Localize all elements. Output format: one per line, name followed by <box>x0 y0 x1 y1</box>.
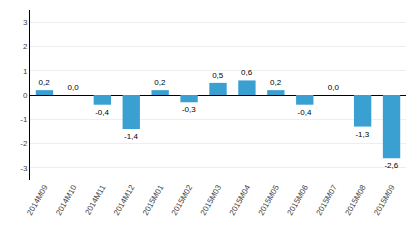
svg-text:2015M07: 2015M07 <box>314 183 339 217</box>
svg-text:-2: -2 <box>20 139 28 148</box>
svg-text:0,2: 0,2 <box>39 78 51 87</box>
svg-text:-0,4: -0,4 <box>95 108 109 117</box>
svg-text:-0,4: -0,4 <box>298 108 312 117</box>
svg-text:-1,3: -1,3 <box>355 130 369 139</box>
svg-text:0,6: 0,6 <box>241 68 253 77</box>
svg-text:0,5: 0,5 <box>212 71 224 80</box>
svg-text:1: 1 <box>23 67 28 76</box>
svg-text:2014M10: 2014M10 <box>54 183 79 217</box>
svg-text:2014M11: 2014M11 <box>83 183 107 216</box>
svg-text:2015M08: 2015M08 <box>343 183 368 217</box>
svg-text:-0,3: -0,3 <box>182 105 196 114</box>
svg-text:2014M09: 2014M09 <box>25 183 50 217</box>
svg-text:0: 0 <box>23 91 28 100</box>
svg-text:-1: -1 <box>20 115 28 124</box>
svg-text:0,0: 0,0 <box>328 83 340 92</box>
svg-text:2015M03: 2015M03 <box>199 183 224 217</box>
svg-text:-1,4: -1,4 <box>124 132 138 141</box>
svg-text:2014M12: 2014M12 <box>112 183 137 217</box>
svg-text:0,2: 0,2 <box>154 78 166 87</box>
svg-text:-2,6: -2,6 <box>384 161 398 170</box>
svg-text:0,0: 0,0 <box>68 83 80 92</box>
svg-text:2015M05: 2015M05 <box>257 183 282 217</box>
svg-text:2015M02: 2015M02 <box>170 183 195 217</box>
svg-text:2015M09: 2015M09 <box>372 183 397 217</box>
svg-text:2015M06: 2015M06 <box>285 183 310 217</box>
svg-text:-3: -3 <box>20 164 28 173</box>
svg-text:3: 3 <box>23 18 28 27</box>
svg-text:2015M01: 2015M01 <box>141 183 166 217</box>
svg-text:0,2: 0,2 <box>270 78 282 87</box>
svg-text:2: 2 <box>23 42 28 51</box>
svg-text:2015M04: 2015M04 <box>228 183 253 217</box>
